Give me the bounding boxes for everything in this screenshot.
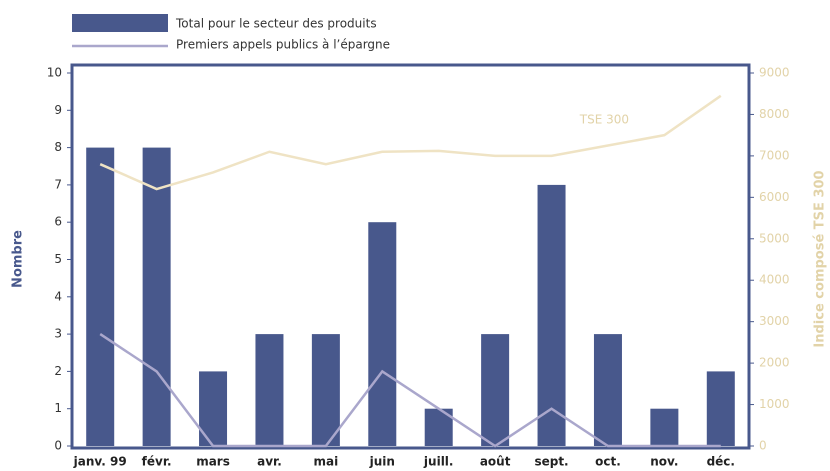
- x-tick-label: août: [480, 455, 511, 469]
- y-tick-label: 4: [54, 289, 62, 303]
- y2-tick-label: 7000: [759, 148, 790, 162]
- x-tick-label: oct.: [595, 455, 621, 469]
- bar: [255, 334, 284, 446]
- y-tick-label: 0: [54, 439, 62, 453]
- bar: [481, 334, 510, 446]
- x-tick-label: juill.: [423, 455, 454, 469]
- y2-tick-label: 9000: [759, 66, 790, 80]
- y2-tick-label: 0: [759, 439, 767, 453]
- y-tick-label: 8: [54, 140, 62, 154]
- y-tick-label: 3: [54, 327, 62, 341]
- y2-tick-label: 1000: [759, 397, 790, 411]
- bar: [706, 371, 735, 446]
- x-tick-label: nov.: [650, 455, 678, 469]
- y2-tick-label: 3000: [759, 314, 790, 328]
- y2-tick-label: 6000: [759, 190, 790, 204]
- y2-tick-label: 2000: [759, 356, 790, 370]
- y2-axis-title: Indice composé TSE 300: [813, 170, 828, 347]
- x-tick-label: mai: [314, 455, 339, 469]
- x-tick-label: janv. 99: [73, 455, 127, 469]
- x-tick-label: févr.: [142, 455, 172, 469]
- y-tick-label: 2: [54, 364, 62, 378]
- y2-tick-label: 8000: [759, 107, 790, 121]
- line-label: TSE 300: [579, 113, 629, 127]
- x-tick-label: mars: [196, 455, 230, 469]
- legend-label: Premiers appels publics à l’épargne: [176, 38, 390, 52]
- legend-swatch-bar: [72, 14, 168, 32]
- bar: [311, 334, 340, 446]
- y-tick-label: 1: [54, 401, 62, 415]
- bar: [650, 408, 679, 446]
- x-tick-label: avr.: [257, 455, 282, 469]
- bar: [368, 222, 397, 446]
- y-tick-label: 6: [54, 215, 62, 229]
- line: [99, 94, 722, 191]
- y-tick-label: 7: [54, 177, 62, 191]
- bar: [142, 147, 171, 446]
- y-tick-label: 10: [47, 66, 62, 80]
- legend-label: Total pour le secteur des produits: [175, 17, 377, 31]
- plot-frame: [70, 63, 751, 450]
- bar: [86, 147, 115, 446]
- bar: [593, 334, 622, 446]
- y-tick-label: 5: [54, 252, 62, 266]
- y-tick-label: 9: [54, 103, 62, 117]
- y2-tick-label: 4000: [759, 273, 790, 287]
- x-tick-label: déc.: [707, 455, 735, 469]
- y-axis-title: Nombre: [11, 230, 26, 288]
- y2-tick-label: 5000: [759, 231, 790, 245]
- bar: [537, 184, 566, 446]
- line: [99, 333, 721, 448]
- x-tick-label: juin: [369, 455, 395, 469]
- x-tick-label: sept.: [534, 455, 568, 469]
